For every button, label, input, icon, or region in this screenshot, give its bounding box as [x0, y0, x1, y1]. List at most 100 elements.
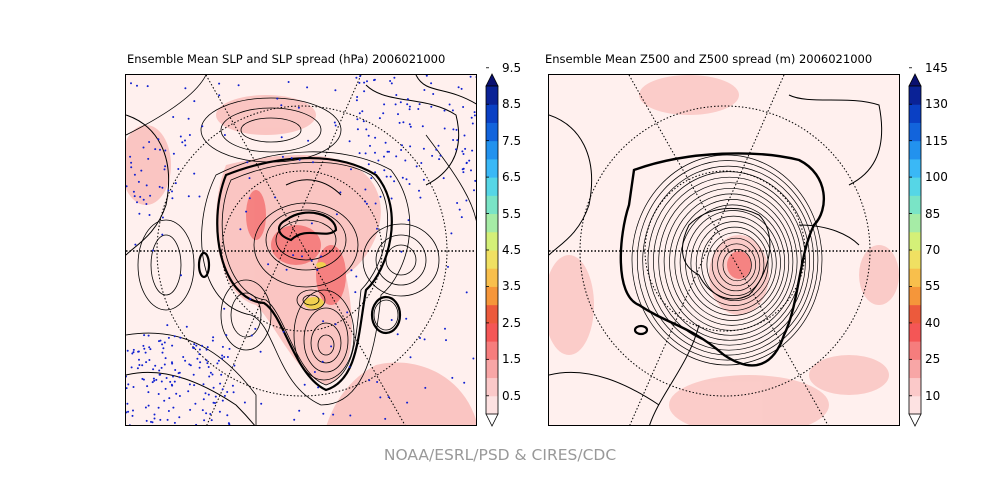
station-dot	[223, 356, 226, 358]
station-dot	[174, 369, 177, 371]
colorbar-band	[486, 86, 498, 105]
z500-map	[548, 74, 900, 426]
station-dot	[153, 413, 156, 416]
station-dot	[356, 118, 359, 121]
station-dot	[136, 84, 138, 87]
colorbar-tick-label: 115	[925, 133, 948, 148]
station-dot	[163, 168, 166, 171]
station-dot	[393, 180, 396, 183]
station-dot	[161, 186, 164, 189]
station-dot	[131, 414, 134, 417]
station-dot	[220, 373, 223, 376]
station-dot	[424, 386, 427, 389]
station-dot	[356, 96, 359, 98]
station-dot	[383, 103, 386, 106]
z500-contour	[653, 176, 806, 346]
station-dot	[363, 90, 366, 93]
station-dot	[334, 89, 337, 92]
station-dot	[147, 404, 150, 407]
station-dot	[157, 393, 160, 395]
station-dot	[137, 350, 140, 353]
station-dot	[350, 269, 353, 272]
station-dot	[232, 391, 235, 394]
station-dot	[129, 155, 132, 158]
station-dot	[374, 151, 376, 154]
station-dot	[126, 387, 128, 390]
station-dot	[219, 382, 222, 385]
station-dot	[180, 274, 182, 277]
station-dot	[361, 110, 364, 113]
station-dot	[195, 344, 198, 347]
station-dot	[175, 392, 178, 395]
coastlines	[126, 75, 476, 425]
station-dot	[384, 417, 387, 420]
station-dot	[193, 172, 196, 175]
station-dot	[408, 183, 411, 185]
station-dot	[374, 136, 377, 139]
colorbar-under-arrow	[485, 413, 499, 427]
station-dot	[473, 189, 475, 192]
panel-title-z500: Ensemble Mean Z500 and Z500 spread (m) 2…	[545, 52, 873, 66]
station-dot	[346, 311, 349, 314]
station-dot	[154, 148, 157, 151]
station-dot	[187, 390, 190, 393]
station-dot	[158, 369, 161, 372]
station-dot	[395, 94, 398, 96]
colorbar-band	[909, 213, 921, 233]
station-dot	[141, 364, 144, 367]
station-dot	[163, 363, 166, 366]
station-dot	[141, 377, 144, 380]
z500-contour	[669, 193, 794, 331]
station-dot	[214, 402, 216, 404]
station-dot	[390, 82, 393, 85]
station-dot	[207, 393, 210, 396]
station-dot	[171, 197, 174, 200]
station-dot	[407, 219, 410, 222]
station-dot	[384, 141, 387, 144]
station-dot	[196, 357, 199, 360]
z500-contour	[679, 204, 786, 321]
station-dot	[158, 340, 160, 343]
station-dot	[226, 414, 229, 417]
z500-contour	[647, 171, 810, 351]
station-dot	[152, 249, 154, 252]
station-dot	[223, 307, 226, 310]
station-dot	[163, 399, 166, 402]
station-dot	[455, 128, 458, 131]
station-dot	[201, 344, 203, 347]
station-dot	[204, 392, 207, 395]
station-dot	[355, 76, 358, 79]
z500-contour	[674, 199, 790, 326]
station-dot	[394, 103, 397, 106]
z500-colorbar	[908, 67, 922, 427]
station-dot	[458, 208, 461, 211]
station-dot	[159, 373, 162, 376]
station-dot	[437, 144, 440, 147]
z500-contour	[663, 187, 798, 336]
station-dot	[248, 197, 251, 200]
station-dot	[363, 81, 366, 84]
station-dot	[249, 298, 252, 301]
station-dot	[281, 155, 284, 158]
colorbar-tick-label: 2.5	[502, 315, 522, 330]
z500-contour	[695, 221, 773, 306]
station-dot	[195, 423, 198, 425]
station-dot	[422, 147, 425, 150]
station-dot	[350, 168, 352, 171]
station-dot	[402, 121, 405, 124]
colorbar-band	[909, 195, 921, 215]
station-dot	[409, 125, 412, 128]
station-dot	[126, 411, 128, 414]
station-dot	[415, 165, 418, 168]
station-dot	[148, 346, 151, 349]
station-dot	[280, 136, 283, 139]
station-dot	[379, 396, 382, 399]
station-dot	[367, 163, 370, 166]
station-dot	[358, 112, 361, 115]
station-dot	[465, 161, 468, 164]
station-dot	[211, 373, 214, 376]
colorbar-tick-label: 6.5	[502, 170, 522, 185]
station-dot	[187, 117, 190, 120]
colorbar-band	[909, 158, 921, 178]
station-dot	[399, 101, 402, 104]
